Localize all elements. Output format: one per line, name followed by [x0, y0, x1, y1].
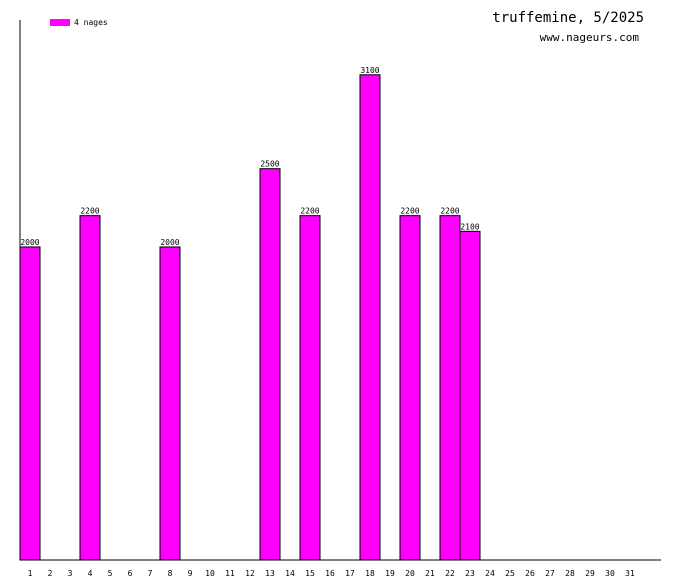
- x-tick-label-23: 23: [465, 569, 475, 578]
- x-tick-label-4: 4: [88, 569, 93, 578]
- data-label-day-4: 2200: [80, 207, 99, 216]
- x-tick-label-12: 12: [245, 569, 255, 578]
- data-label-day-15: 2200: [300, 207, 319, 216]
- x-tick-label-11: 11: [225, 569, 235, 578]
- x-tick-label-19: 19: [385, 569, 395, 578]
- x-tick-label-17: 17: [345, 569, 355, 578]
- bar-day-13: [259, 168, 281, 561]
- x-tick-label-21: 21: [425, 569, 435, 578]
- bar-day-4: [79, 215, 101, 561]
- x-tick-label-22: 22: [445, 569, 455, 578]
- x-tick-label-2: 2: [48, 569, 53, 578]
- x-tick-label-24: 24: [485, 569, 495, 578]
- x-tick-label-7: 7: [148, 569, 153, 578]
- bar-day-18: [359, 74, 381, 561]
- x-tick-label-25: 25: [505, 569, 515, 578]
- x-tick-label-3: 3: [68, 569, 73, 578]
- bar-day-23: [459, 230, 481, 561]
- x-tick-label-8: 8: [168, 569, 173, 578]
- x-tick-label-16: 16: [325, 569, 335, 578]
- bar-day-1: [19, 246, 41, 561]
- x-tick-label-1: 1: [28, 569, 33, 578]
- x-tick-label-13: 13: [265, 569, 275, 578]
- x-tick-label-5: 5: [108, 569, 113, 578]
- bars-group: [19, 74, 481, 561]
- data-label-day-1: 2000: [20, 238, 39, 247]
- x-tick-label-20: 20: [405, 569, 415, 578]
- bar-day-20: [399, 215, 421, 561]
- x-tick-label-18: 18: [365, 569, 375, 578]
- bar-day-22: [439, 215, 461, 561]
- x-tick-label-29: 29: [585, 569, 595, 578]
- data-label-day-8: 2000: [160, 238, 179, 247]
- data-label-day-23: 2100: [460, 222, 479, 231]
- x-tick-label-27: 27: [545, 569, 555, 578]
- x-tick-label-28: 28: [565, 569, 575, 578]
- x-tick-label-6: 6: [128, 569, 133, 578]
- bar-day-15: [299, 215, 321, 561]
- data-label-day-20: 2200: [400, 207, 419, 216]
- legend: 4 nages: [50, 18, 108, 27]
- x-tick-label-15: 15: [305, 569, 315, 578]
- data-label-day-13: 2500: [260, 160, 279, 169]
- x-tick-label-31: 31: [625, 569, 635, 578]
- legend-label: 4 nages: [74, 18, 108, 27]
- data-label-day-18: 3100: [360, 66, 379, 75]
- x-tick-label-30: 30: [605, 569, 615, 578]
- x-tick-labels: 1 2 3 4 5 6 7 8 9 10 11 12 13 14 15 16 17 18 19 20 21 22 23 24 2…: [28, 569, 635, 578]
- x-tick-label-9: 9: [188, 569, 193, 578]
- x-tick-label-26: 26: [525, 569, 535, 578]
- data-label-day-22: 2200: [440, 207, 459, 216]
- x-tick-label-10: 10: [205, 569, 215, 578]
- x-tick-label-14: 14: [285, 569, 295, 578]
- chart-site: www.nageurs.com: [540, 31, 640, 44]
- legend-swatch: [50, 19, 70, 26]
- chart-title: truffemine, 5/2025: [492, 10, 644, 26]
- bar-day-8: [159, 246, 181, 561]
